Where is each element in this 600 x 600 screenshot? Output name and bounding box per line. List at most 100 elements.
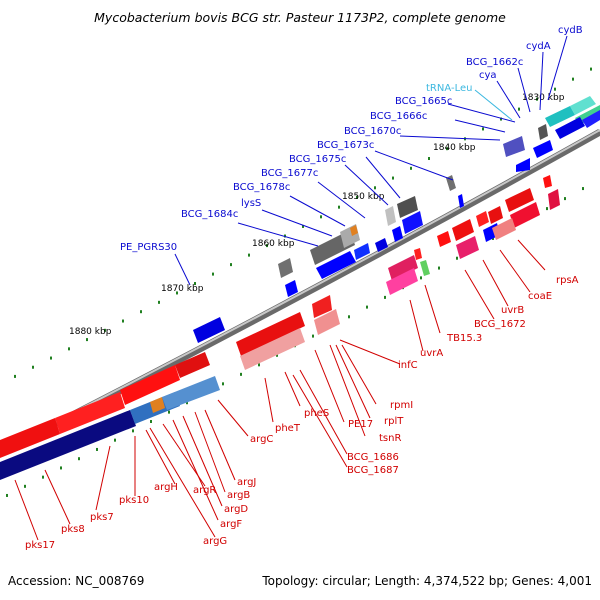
gene-feature[interactable] [503, 136, 525, 157]
gene-label[interactable]: tRNA-Leu [426, 83, 472, 94]
tick-dot [212, 272, 214, 276]
tick-dot [186, 401, 188, 405]
gene-label[interactable]: argR [193, 485, 216, 496]
gene-label[interactable]: pks10 [119, 495, 149, 506]
gene-label[interactable]: lysS [241, 198, 261, 209]
gene-label[interactable]: BCG_1673c [317, 140, 374, 151]
gene-feature[interactable] [0, 418, 60, 458]
gene-feature[interactable] [545, 106, 575, 127]
tick-dot [438, 266, 440, 270]
gene-label[interactable]: BCG_1684c [181, 209, 238, 220]
tick-dot [78, 457, 80, 461]
gene-label[interactable]: argB [227, 490, 250, 501]
gene-feature[interactable] [285, 280, 298, 297]
gene-label[interactable]: BCG_1677c [261, 168, 318, 179]
gene-label[interactable]: argD [224, 504, 248, 515]
gene-feature[interactable] [150, 397, 165, 413]
gene-label[interactable]: pheS [304, 408, 329, 419]
gene-feature[interactable] [538, 124, 548, 140]
gene-feature[interactable] [414, 248, 422, 260]
tick-dot [590, 67, 592, 71]
gene-feature[interactable] [476, 211, 489, 227]
gene-label[interactable]: BCG_1670c [344, 126, 401, 137]
tick-dot [582, 187, 584, 191]
gene-feature[interactable] [162, 376, 220, 410]
gene-feature[interactable] [548, 189, 560, 210]
gene-label[interactable]: pheT [275, 423, 301, 434]
gene-label[interactable]: rpmI [390, 400, 413, 411]
gene-label[interactable]: argJ [237, 477, 256, 488]
gene-label[interactable]: PE_PGRS30 [120, 242, 177, 253]
gene-feature[interactable] [456, 236, 479, 259]
gene-label[interactable]: BCG_1672 [474, 319, 526, 330]
gene-label[interactable]: pks7 [90, 512, 114, 523]
gene-feature[interactable] [488, 206, 503, 224]
gene-feature[interactable] [175, 352, 210, 378]
gene-label[interactable]: pks8 [61, 524, 85, 535]
gene-feature[interactable] [55, 392, 125, 434]
gene-feature[interactable] [0, 410, 136, 480]
gene-feature[interactable] [120, 365, 180, 405]
gene-feature[interactable] [543, 175, 552, 188]
gene-label[interactable]: infC [398, 360, 418, 371]
gene-feature[interactable] [385, 206, 396, 226]
gene-feature[interactable] [397, 196, 418, 218]
gene-feature[interactable] [314, 309, 340, 335]
gene-label[interactable]: argG [203, 536, 227, 547]
topology-text: Topology: circular; Length: 4,374,522 bp… [261, 574, 592, 588]
tick-dot [482, 127, 484, 131]
gene-label[interactable]: BCG_1678c [233, 182, 290, 193]
gene-label[interactable]: rpsA [556, 275, 579, 286]
gene-feature[interactable] [392, 226, 403, 242]
gene-feature[interactable] [437, 231, 451, 247]
gene-feature[interactable] [236, 312, 305, 356]
gene-feature[interactable] [555, 117, 585, 139]
gene-label[interactable]: rplT [384, 416, 404, 427]
gene-label[interactable]: cya [479, 70, 497, 81]
gene-feature[interactable] [582, 110, 600, 128]
gene-label[interactable]: argF [220, 519, 242, 530]
gene-feature[interactable] [505, 188, 534, 212]
gene-feature[interactable] [458, 194, 464, 208]
upper-gene-labels: cydB cydA BCG_1662c cya tRNA-Leu BCG_166… [120, 25, 583, 253]
gene-feature[interactable] [452, 219, 474, 241]
gene-feature[interactable] [516, 158, 530, 172]
gene-label[interactable]: PE17 [348, 419, 373, 430]
gene-feature[interactable] [446, 175, 456, 191]
gene-feature[interactable] [240, 328, 305, 370]
gene-label[interactable]: tsnR [379, 433, 401, 444]
gene-feature[interactable] [570, 96, 596, 115]
gene-feature[interactable] [402, 211, 423, 234]
gene-label[interactable]: uvrB [501, 305, 524, 316]
gene-feature[interactable] [375, 238, 388, 252]
gene-feature[interactable] [388, 255, 418, 281]
gene-feature[interactable] [350, 225, 358, 236]
gene-label[interactable]: coaE [528, 291, 552, 302]
gene-feature[interactable] [316, 251, 356, 279]
gene-label[interactable]: BCG_1666c [370, 111, 427, 122]
gene-feature[interactable] [420, 260, 430, 276]
gene-label[interactable]: BCG_1675c [289, 154, 346, 165]
gene-feature[interactable] [354, 243, 370, 260]
tick-dot [132, 429, 134, 433]
gene-feature[interactable] [278, 258, 293, 278]
gene-label[interactable]: BCG_1662c [466, 57, 523, 68]
tick-dot [312, 334, 314, 338]
gene-feature[interactable] [312, 295, 332, 318]
gene-label[interactable]: BCG_1686 [347, 452, 399, 463]
gene-feature[interactable] [386, 268, 418, 295]
gene-label[interactable]: cydB [558, 25, 583, 36]
gene-label[interactable]: BCG_1687 [347, 465, 399, 476]
gene-feature[interactable] [193, 317, 225, 343]
gene-feature[interactable] [533, 140, 553, 158]
gene-feature[interactable] [510, 202, 540, 228]
gene-label[interactable]: uvrA [420, 348, 443, 359]
gene-label[interactable]: pks17 [25, 540, 55, 551]
gene-label[interactable]: BCG_1665c [395, 96, 452, 107]
gene-label[interactable]: argC [250, 434, 273, 445]
gene-label[interactable]: cydA [526, 41, 551, 52]
tick-dot [518, 107, 520, 111]
gene-feature[interactable] [492, 218, 516, 240]
gene-label[interactable]: TB15.3 [446, 333, 482, 344]
gene-label[interactable]: argH [154, 482, 178, 493]
